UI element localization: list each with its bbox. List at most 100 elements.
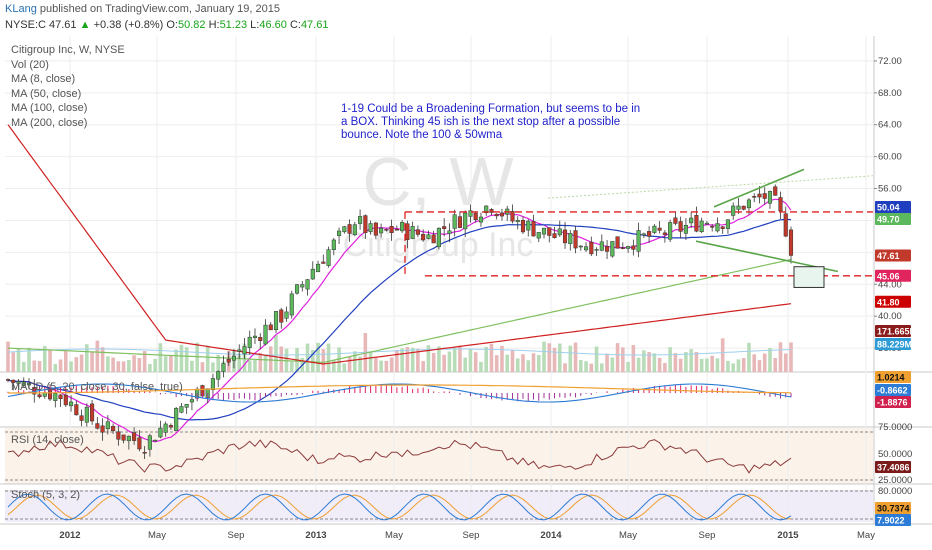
volume-bar	[337, 347, 341, 372]
rsi-tick-label: 50.0000	[878, 449, 912, 460]
volume-bar	[568, 345, 573, 372]
price-badge-bg	[875, 201, 911, 213]
volume-bar	[458, 345, 462, 372]
candle-body	[158, 427, 163, 438]
candle-body	[258, 337, 263, 341]
volume-bar	[479, 361, 483, 372]
candle-body	[384, 229, 389, 231]
volume-bar	[447, 351, 452, 372]
volume-bar	[6, 341, 10, 372]
volume-bar	[347, 356, 352, 372]
open-value: 50.82	[177, 19, 206, 31]
candle-body	[126, 435, 131, 442]
volume-bar	[589, 363, 594, 372]
volume-ma-line	[7, 348, 792, 356]
volume-bar	[169, 355, 173, 372]
candle-body	[26, 382, 32, 386]
volume-bar	[484, 346, 489, 372]
candle-body	[536, 232, 541, 239]
low-label: L:	[250, 19, 260, 31]
price-axis[interactable]: 72.0068.0064.0060.0056.0044.0040.0036.00…	[874, 56, 917, 526]
candle-body	[221, 363, 226, 372]
candle-body	[331, 239, 336, 250]
candle-body	[436, 227, 441, 248]
quote-line: NYSE:C 47.61 ▲ +0.38 (+0.8%) O:50.82 H:5…	[5, 19, 328, 31]
candle-body	[305, 279, 310, 290]
candle-body	[741, 205, 746, 210]
volume-bar	[263, 354, 268, 372]
chart-header: KLang published on TradingView.com, Janu…	[0, 0, 932, 36]
candle-body	[321, 261, 326, 264]
volume-bar	[142, 350, 147, 372]
volume-bar	[468, 348, 473, 372]
candle-body	[704, 222, 709, 225]
volume-bar	[652, 353, 657, 372]
candle-body	[468, 210, 473, 217]
volume-bar	[500, 345, 504, 372]
candle-body	[615, 236, 620, 249]
volume-bar	[642, 350, 646, 372]
legend-ma8: MA (8, close)	[11, 73, 75, 85]
candle-body	[237, 349, 242, 352]
volume-bar	[74, 357, 79, 372]
volume-bar	[521, 354, 525, 372]
candle-body	[132, 432, 137, 441]
close-label: C:	[289, 19, 301, 31]
candle-body	[137, 437, 142, 450]
rsi-badge-bg	[875, 461, 911, 473]
price-tick-label: 40.00	[878, 311, 902, 322]
volume-bar	[594, 346, 599, 372]
rsi-tick-label: 25.0000	[878, 475, 912, 486]
legend-ma100: MA (100, close)	[11, 102, 87, 114]
candle-body	[720, 226, 725, 229]
price-badge: 45.06	[877, 271, 900, 281]
candle-body	[725, 219, 730, 229]
close-value: 47.61	[300, 19, 329, 31]
high-label: H:	[208, 19, 220, 31]
macd-badge: -1.8876	[877, 398, 908, 408]
author-link[interactable]: KLang	[5, 3, 37, 15]
time-tick-label: 2015	[777, 530, 799, 541]
volume-bar	[247, 360, 252, 372]
rsi-tick-label: 75.0000	[878, 422, 912, 433]
candle-body	[683, 225, 688, 234]
price-tick-label: 72.00	[878, 56, 902, 67]
volume-bar	[358, 356, 362, 372]
volume-bar	[11, 352, 16, 372]
candle-body	[358, 216, 363, 224]
macd-badge: -0.8662	[877, 386, 908, 396]
volume-bar	[90, 351, 94, 372]
ma200-line	[7, 124, 792, 365]
volume-bar	[342, 363, 347, 372]
volume-bar	[526, 360, 531, 372]
candle-body	[499, 212, 505, 217]
candle-body	[657, 227, 662, 231]
volume-bar	[42, 346, 47, 372]
volume-bar	[195, 342, 199, 372]
volume-bar	[505, 354, 510, 372]
candle-body	[668, 222, 673, 240]
time-tick-label: 2013	[305, 530, 326, 541]
volume-bar	[200, 362, 205, 372]
candle-body	[79, 415, 84, 421]
volume-bar	[647, 352, 651, 372]
candle-body	[16, 381, 21, 384]
candle-body	[652, 225, 657, 233]
symbol-quote: NYSE:C 47.61	[5, 19, 77, 31]
candle-body	[300, 284, 305, 288]
volume-bar	[79, 354, 84, 372]
price-badge-bg	[875, 295, 911, 308]
price-tick-label: 64.00	[878, 120, 902, 131]
time-tick-label: May	[619, 530, 637, 541]
moving-averages	[7, 124, 792, 443]
volume-bar	[148, 363, 152, 372]
volume-bar	[657, 357, 662, 372]
volume-bar	[578, 360, 583, 372]
volume-bar	[547, 343, 552, 372]
volume-bar	[37, 361, 42, 372]
candle-body	[389, 226, 394, 234]
stoch-tick-label: 80.0000	[878, 486, 912, 497]
candle-body	[599, 241, 604, 251]
time-axis[interactable]: 2012 May Sep 2013 May Sep 2014 May Sep 2015 May	[59, 530, 875, 541]
